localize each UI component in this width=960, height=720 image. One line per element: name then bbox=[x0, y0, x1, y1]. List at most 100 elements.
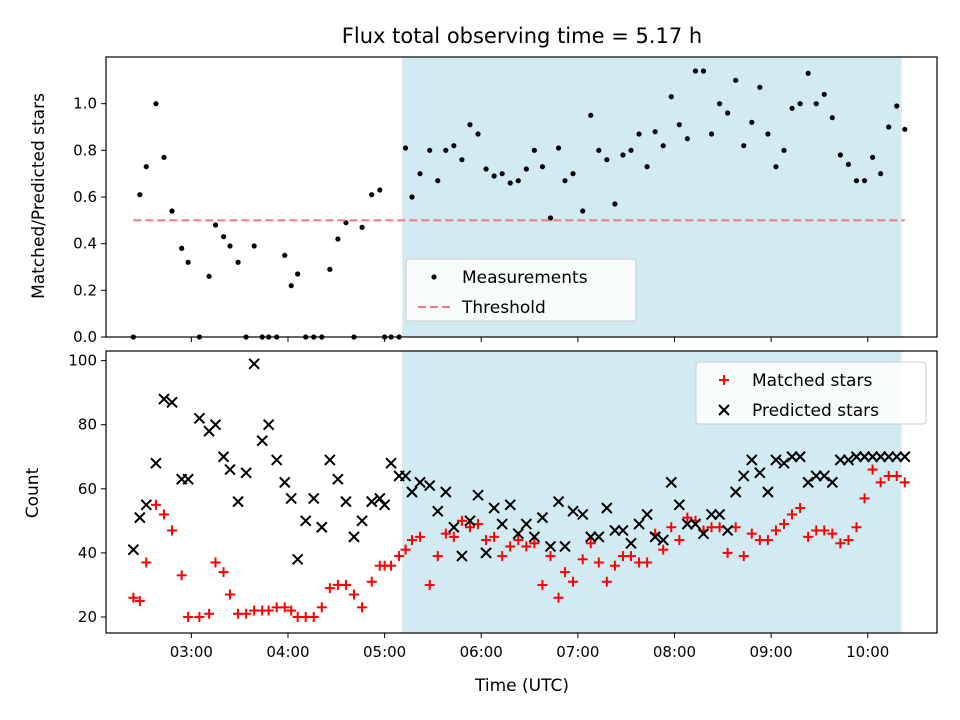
measurement-point bbox=[153, 101, 159, 107]
measurement-point bbox=[137, 192, 143, 198]
matched-star-point bbox=[456, 515, 467, 526]
matched-star-point bbox=[406, 535, 417, 546]
x-tick-label: 04:00 bbox=[266, 643, 309, 661]
matched-star-point bbox=[545, 551, 556, 562]
measurement-point bbox=[451, 143, 457, 149]
legend: Measurements Threshold bbox=[405, 258, 637, 322]
matched-star-point bbox=[899, 477, 910, 488]
matched-star-point bbox=[366, 576, 377, 587]
matched-star-point bbox=[827, 528, 838, 539]
measurement-point bbox=[295, 271, 301, 277]
measurement-point bbox=[813, 101, 819, 107]
matched-star-point bbox=[386, 560, 397, 571]
x-axis-label: Time (UTC) bbox=[474, 676, 569, 696]
predicted-star-point bbox=[406, 486, 418, 498]
matched-star-point bbox=[529, 538, 540, 549]
measurement-point bbox=[708, 131, 715, 137]
matched-star-point bbox=[714, 522, 725, 533]
predicted-star-point bbox=[423, 479, 436, 492]
measurement-point bbox=[282, 252, 288, 258]
matched-star-point bbox=[448, 531, 459, 542]
predicted-star-point bbox=[224, 463, 236, 476]
measurement-point bbox=[459, 157, 465, 163]
matched-star-point bbox=[626, 551, 637, 562]
measurement-point bbox=[143, 164, 149, 170]
matched-star-point bbox=[553, 592, 564, 603]
measurement-point bbox=[861, 178, 868, 184]
predicted-star-point bbox=[488, 502, 500, 514]
measurement-point bbox=[878, 171, 884, 177]
measurement-point bbox=[805, 70, 811, 76]
predicted-star-point bbox=[641, 508, 653, 521]
measurement-point bbox=[483, 166, 489, 172]
measurement-point bbox=[185, 259, 191, 265]
measurement-point bbox=[644, 164, 650, 170]
predicted-star-point bbox=[464, 515, 476, 527]
matched-star-point bbox=[128, 592, 139, 603]
predicted-star-point bbox=[754, 467, 766, 479]
x-tick-label: 07:00 bbox=[556, 643, 599, 661]
measurement-point bbox=[443, 147, 449, 153]
predicted-star-point bbox=[378, 499, 391, 511]
y-tick-label: 80 bbox=[78, 416, 97, 434]
predicted-star-point bbox=[496, 518, 508, 530]
matched-star-point bbox=[210, 557, 221, 568]
predicted-star-point bbox=[762, 486, 774, 498]
legend-entry-label: Predicted stars bbox=[752, 401, 879, 421]
measurement-point bbox=[781, 147, 787, 153]
legend-entry-label: Measurements bbox=[462, 268, 588, 288]
matched-star-point bbox=[167, 525, 178, 536]
measurement-point bbox=[692, 68, 699, 74]
predicted-star-point bbox=[552, 495, 565, 508]
predicted-star-point bbox=[299, 515, 312, 527]
matched-star-point bbox=[415, 531, 426, 542]
matched-star-point bbox=[770, 525, 781, 536]
predicted-star-point bbox=[240, 467, 252, 479]
x-tick-label: 10:00 bbox=[846, 643, 889, 661]
predicted-star-point bbox=[285, 492, 297, 505]
predicted-star-point bbox=[633, 518, 645, 530]
measurement-point bbox=[467, 122, 473, 128]
predicted-star-point bbox=[432, 505, 444, 517]
x-tick-label: 03:00 bbox=[170, 643, 213, 661]
y-tick-label: 60 bbox=[78, 480, 97, 498]
predicted-star-point bbox=[794, 451, 806, 463]
matched-star-point bbox=[779, 519, 790, 530]
matched-star-point bbox=[559, 567, 570, 578]
measurement-point bbox=[612, 201, 618, 207]
matched-star-point bbox=[263, 605, 274, 616]
matched-star-point bbox=[568, 576, 579, 587]
predicted-star-point bbox=[649, 531, 661, 543]
predicted-star-point bbox=[842, 454, 855, 466]
predicted-star-point bbox=[448, 521, 460, 533]
y-tick-label: 0.6 bbox=[73, 188, 97, 206]
measurement-point bbox=[902, 126, 908, 132]
legend-predicted-swatch bbox=[718, 404, 730, 416]
measurement-point bbox=[797, 101, 803, 107]
measurement-point bbox=[837, 152, 843, 158]
measurement-point bbox=[733, 77, 739, 83]
y-tick-label: 0.2 bbox=[73, 281, 97, 299]
measurement-point bbox=[212, 222, 219, 228]
predicted-star-point bbox=[127, 543, 140, 556]
y-tick-label: 0.8 bbox=[73, 141, 97, 159]
matched-star-point bbox=[141, 557, 152, 568]
matched-star-point bbox=[658, 544, 669, 555]
predicted-star-point bbox=[673, 499, 686, 511]
measurement-point bbox=[700, 68, 707, 74]
matched-star-point bbox=[577, 554, 588, 565]
matched-star-point bbox=[819, 525, 830, 536]
measurement-point bbox=[251, 243, 257, 249]
measurement-point bbox=[562, 178, 568, 184]
y-tick-label: 100 bbox=[68, 352, 97, 370]
predicted-star-point bbox=[248, 358, 260, 370]
measurement-point bbox=[417, 171, 423, 177]
measurement-point bbox=[288, 283, 294, 289]
matched-star-point bbox=[489, 531, 500, 542]
predicted-star-point bbox=[689, 518, 702, 530]
matched-star-point bbox=[400, 544, 411, 555]
measurement-point bbox=[894, 103, 900, 109]
y-tick-label: 1.0 bbox=[73, 95, 97, 113]
measurement-point bbox=[725, 110, 731, 116]
matched-star-point bbox=[513, 535, 524, 546]
